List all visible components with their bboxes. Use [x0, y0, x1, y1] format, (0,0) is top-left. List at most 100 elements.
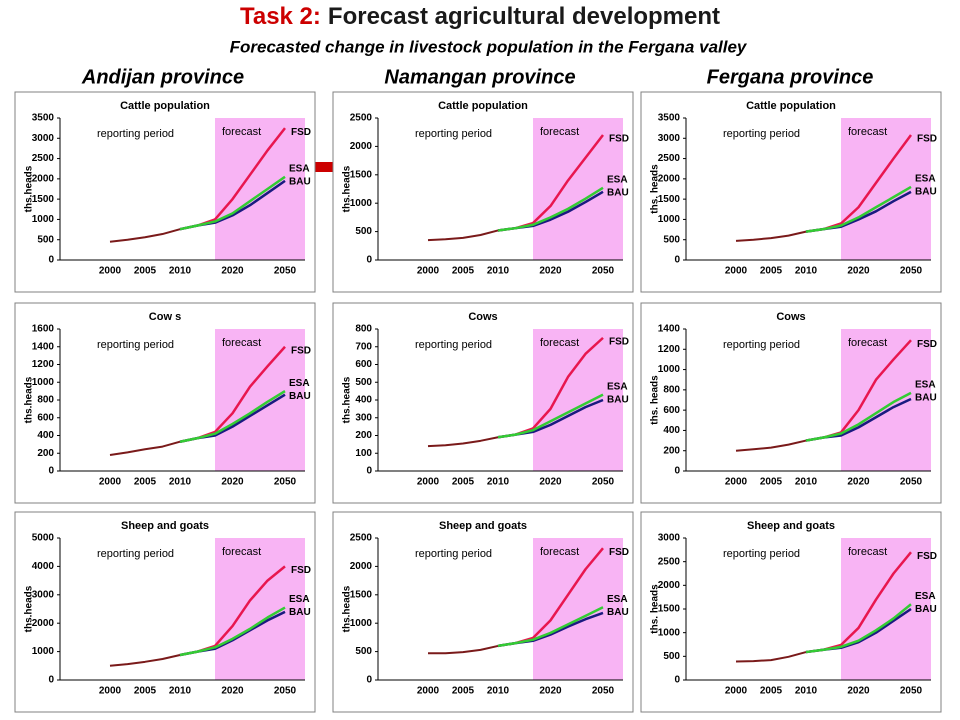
series-label: ESA [915, 591, 936, 602]
history-line [735, 439, 807, 452]
x-tick-label: 2010 [169, 686, 192, 697]
y-tick-label: 0 [366, 466, 372, 477]
x-tick-label: 2020 [539, 686, 562, 697]
y-tick-label: 3000 [658, 133, 681, 144]
x-tick-label: 2020 [221, 266, 244, 277]
chart-title: Cattle population [120, 100, 210, 112]
y-tick-label: 400 [663, 425, 680, 436]
x-tick-label: 2000 [417, 686, 440, 697]
series-line [497, 186, 604, 232]
series-line [179, 390, 286, 443]
y-tick-label: 2000 [350, 561, 373, 572]
title-main: Forecast agricultural development [328, 3, 720, 30]
y-tick-label: 1500 [32, 194, 55, 205]
y-tick-label: 2500 [350, 533, 373, 544]
series-line [805, 603, 912, 654]
y-tick-label: 500 [355, 646, 372, 657]
chart-title: Cows [468, 311, 497, 323]
x-tick-label: 2000 [99, 686, 122, 697]
chart-title: Cattle population [438, 100, 528, 112]
y-axis-label: ths. heads [650, 164, 661, 214]
forecast-band [533, 118, 623, 260]
forecast-band [215, 538, 305, 680]
x-tick-label: 2020 [221, 477, 244, 488]
series-label: FSD [291, 345, 311, 356]
annotation: forecast [222, 126, 261, 138]
y-tick-label: 800 [663, 384, 680, 395]
x-tick-label: 2000 [725, 477, 748, 488]
y-tick-label: 0 [366, 255, 372, 266]
series-label: BAU [915, 187, 937, 198]
y-tick-label: 2500 [658, 153, 681, 164]
y-tick-label: 500 [355, 226, 372, 237]
forecast-band [841, 118, 931, 260]
y-tick-label: 1000 [32, 646, 55, 657]
y-tick-label: 1500 [658, 194, 681, 205]
y-tick-label: 0 [48, 255, 54, 266]
x-tick-label: 2000 [99, 266, 122, 277]
annotation: forecast [222, 337, 261, 349]
history-line [427, 229, 499, 242]
x-tick-label: 2005 [452, 477, 475, 488]
x-tick-label: 2050 [900, 266, 923, 277]
chart-title: Cows [776, 311, 805, 323]
series-label: FSD [917, 551, 937, 562]
y-tick-label: 800 [37, 395, 54, 406]
x-tick-label: 2020 [847, 686, 870, 697]
series-label: FSD [291, 565, 311, 576]
series-label: BAU [607, 607, 629, 618]
y-tick-label: 3000 [658, 533, 681, 544]
y-tick-label: 2000 [658, 173, 681, 184]
y-axis-label: ths.heads [24, 585, 35, 632]
chart-title: Sheep and goats [439, 520, 527, 532]
y-tick-label: 1000 [32, 377, 55, 388]
annotation: forecast [540, 546, 579, 558]
history-line [109, 228, 181, 243]
series-label: BAU [915, 393, 937, 404]
series-label: FSD [609, 337, 629, 348]
x-tick-label: 2050 [592, 477, 615, 488]
y-tick-label: 3500 [658, 113, 681, 124]
series-label: ESA [915, 380, 936, 391]
x-tick-label: 2010 [169, 477, 192, 488]
series-label: FSD [917, 339, 937, 350]
series-line [497, 393, 604, 439]
series-label: FSD [291, 127, 311, 138]
annotation: forecast [848, 337, 887, 349]
series-label: FSD [609, 134, 629, 145]
y-tick-label: 600 [355, 359, 372, 370]
x-tick-label: 2000 [725, 686, 748, 697]
y-tick-label: 3500 [32, 113, 55, 124]
x-tick-label: 2005 [760, 266, 783, 277]
history-line [109, 440, 181, 457]
y-tick-label: 600 [663, 405, 680, 416]
annotation: forecast [540, 337, 579, 349]
annotation: reporting period [415, 128, 492, 140]
x-tick-label: 2010 [487, 266, 510, 277]
y-axis-label: ths.heads [24, 165, 35, 212]
chart-title: Cattle population [746, 100, 836, 112]
y-tick-label: 1500 [658, 604, 681, 615]
series-label: FSD [917, 134, 937, 145]
y-tick-label: 2000 [350, 141, 373, 152]
y-tick-label: 600 [37, 412, 54, 423]
series-label: ESA [607, 175, 628, 186]
annotation: reporting period [97, 128, 174, 140]
y-tick-label: 0 [48, 466, 54, 477]
series-line [179, 175, 286, 231]
x-tick-label: 2020 [221, 686, 244, 697]
y-tick-label: 2000 [658, 580, 681, 591]
forecast-band [215, 329, 305, 471]
x-tick-label: 2000 [417, 477, 440, 488]
series-label: ESA [289, 594, 310, 605]
forecast-band [841, 538, 931, 680]
series-label: BAU [607, 188, 629, 199]
y-tick-label: 1400 [32, 341, 55, 352]
series-label: FSD [609, 547, 629, 558]
history-line [735, 651, 807, 663]
y-tick-label: 1200 [658, 344, 681, 355]
y-tick-label: 2500 [32, 153, 55, 164]
y-tick-label: 1000 [658, 214, 681, 225]
x-tick-label: 2010 [795, 686, 818, 697]
province-label: Fergana province [707, 66, 874, 88]
